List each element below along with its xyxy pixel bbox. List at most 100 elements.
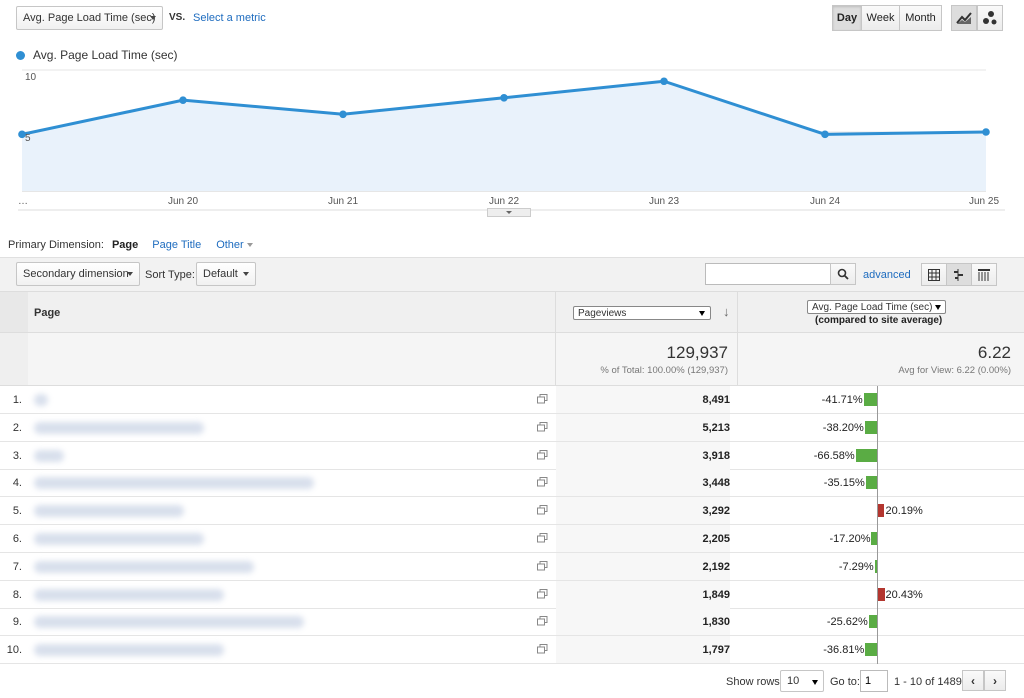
data-point[interactable] <box>18 130 26 139</box>
search-button[interactable] <box>830 263 856 285</box>
page-path-redacted[interactable] <box>34 616 304 629</box>
table-row[interactable]: 2. 5,213 -38.20% <box>0 413 1024 442</box>
table-row[interactable]: 10. 1,797 -36.81% <box>0 636 1024 665</box>
row-number: 4. <box>12 477 22 490</box>
table-search-input[interactable] <box>705 263 831 285</box>
legend-label: Avg. Page Load Time (sec) <box>33 48 178 62</box>
column-header-page[interactable]: Page <box>34 307 61 319</box>
row-number: 1. <box>12 394 22 406</box>
metric-select[interactable]: Avg. Page Load Time (sec) <box>16 6 163 30</box>
data-point[interactable] <box>982 128 990 136</box>
table-row[interactable]: 6. 2,205 -17.20% <box>0 525 1024 553</box>
page-path-redacted[interactable] <box>34 421 204 434</box>
secondary-dimension-select[interactable]: Secondary dimension <box>16 262 140 286</box>
dimension-page-title[interactable]: Page Title <box>152 239 202 251</box>
row-number: 3. <box>12 449 22 462</box>
dimension-page[interactable]: Page <box>111 239 139 251</box>
totals-left-col <box>0 333 28 385</box>
caret-down-icon <box>699 311 705 316</box>
metric-subtitle: (compared to site average) <box>815 315 943 326</box>
granularity-month-button[interactable]: Month <box>899 5 942 31</box>
prev-page-button[interactable]: ‹ <box>962 670 984 691</box>
open-link-icon[interactable] <box>537 533 548 546</box>
data-point[interactable] <box>179 96 187 104</box>
chevron-left-icon: ‹ <box>971 673 975 688</box>
table-row[interactable]: 7. 2,192 -7.29% <box>0 552 1024 581</box>
pageviews-cell: 3,918 <box>556 441 730 469</box>
comparison-view-button[interactable] <box>946 263 972 286</box>
page-path-redacted[interactable] <box>34 449 64 462</box>
header-checkbox-col <box>0 292 28 332</box>
page-path-redacted[interactable] <box>34 533 204 545</box>
faster-than-average-bar <box>864 420 877 434</box>
page-path-redacted[interactable] <box>34 644 224 657</box>
avg-load-metric-select[interactable]: Avg. Page Load Time (sec) <box>807 300 946 314</box>
x-tick-label: Jun 21 <box>328 196 359 207</box>
total-pageviews: 129,937 <box>666 343 728 362</box>
legend-dot-icon <box>16 50 25 60</box>
primary-dimension-label: Primary Dimension: <box>8 239 104 251</box>
page-path-redacted[interactable] <box>34 588 224 601</box>
dimension-other[interactable]: Other <box>216 239 244 251</box>
pageviews-value: 3,918 <box>702 449 730 462</box>
open-link-icon[interactable] <box>537 560 548 574</box>
page-path-redacted[interactable] <box>34 505 184 518</box>
show-rows-label: Show rows: <box>726 676 783 688</box>
open-link-icon[interactable] <box>537 421 548 435</box>
pageviews-cell: 1,830 <box>556 608 730 636</box>
totals-row: 129,937 % of Total: 100.00% (129,937) 6.… <box>0 333 1024 386</box>
table-view-button[interactable] <box>921 263 947 286</box>
line-chart-button[interactable] <box>951 5 977 31</box>
select-metric-link[interactable]: Select a metric <box>193 12 266 24</box>
page-path-redacted[interactable] <box>34 394 48 406</box>
x-tick-label: … <box>18 196 28 207</box>
data-point[interactable] <box>660 77 668 86</box>
goto-input[interactable] <box>860 670 888 692</box>
table-row[interactable]: 9. 1,830 -25.62% <box>0 608 1024 637</box>
advanced-link[interactable]: advanced <box>863 269 911 281</box>
granularity-week-button[interactable]: Week <box>861 5 900 31</box>
table-row[interactable]: 1. 8,491 -41.71% <box>0 386 1024 414</box>
vs-label: VS. <box>169 12 186 23</box>
open-link-icon[interactable] <box>537 394 548 407</box>
open-link-icon[interactable] <box>537 588 548 602</box>
pagination-range: 1 - 10 of 1489 <box>894 676 962 688</box>
open-link-icon[interactable] <box>537 505 548 518</box>
comparison-percent: -35.15% <box>823 477 865 490</box>
chart-collapse-handle[interactable] <box>487 208 531 217</box>
sort-type-select[interactable]: Default <box>196 262 256 286</box>
sort-desc-icon[interactable]: ↓ <box>723 304 730 319</box>
pageviews-value: 1,797 <box>702 644 730 657</box>
pageviews-cell: 2,205 <box>556 525 730 552</box>
page-path-redacted[interactable] <box>34 560 254 573</box>
data-point[interactable] <box>821 130 829 139</box>
row-number: 2. <box>12 421 22 434</box>
next-page-button[interactable]: › <box>984 670 1006 691</box>
data-point[interactable] <box>339 110 347 119</box>
bubble-chart-icon <box>983 11 997 25</box>
faster-than-average-bar <box>865 476 877 490</box>
open-link-icon[interactable] <box>537 449 548 463</box>
table-row[interactable]: 8. 1,849 20.43% <box>0 580 1024 609</box>
table-row[interactable]: 3. 3,918 -66.58% <box>0 441 1024 470</box>
pageviews-cell: 5,213 <box>556 413 730 441</box>
motion-chart-button[interactable] <box>977 5 1003 31</box>
table-header: Page Pageviews ↓ Avg. Page Load Time (se… <box>0 291 1024 333</box>
pageviews-value: 8,491 <box>702 394 730 406</box>
open-link-icon[interactable] <box>537 477 548 490</box>
show-rows-select[interactable]: 10 <box>780 670 824 692</box>
comparison-percent: -66.58% <box>813 449 855 462</box>
pageviews-cell: 8,491 <box>556 386 730 413</box>
term-cloud-view-button[interactable] <box>971 263 997 286</box>
faster-than-average-bar <box>855 448 877 462</box>
pageviews-cell: 1,849 <box>556 580 730 608</box>
pivot-icon <box>978 268 990 281</box>
page-path-redacted[interactable] <box>34 477 314 490</box>
open-link-icon[interactable] <box>537 644 548 657</box>
granularity-day-button[interactable]: Day <box>832 5 862 31</box>
table-row[interactable]: 5. 3,292 20.19% <box>0 497 1024 526</box>
open-link-icon[interactable] <box>537 616 548 629</box>
data-point[interactable] <box>500 93 508 102</box>
pageviews-metric-select[interactable]: Pageviews <box>573 306 711 320</box>
table-row[interactable]: 4. 3,448 -35.15% <box>0 469 1024 498</box>
